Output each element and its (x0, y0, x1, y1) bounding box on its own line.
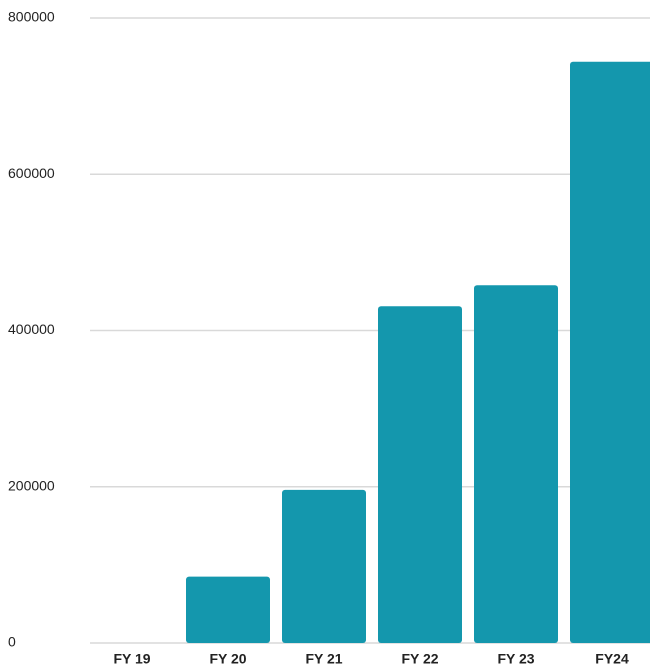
x-tick-label: FY24 (595, 651, 629, 667)
bar (570, 61, 650, 643)
x-tick-label: FY 20 (209, 651, 246, 667)
y-tick-label: 200000 (8, 477, 55, 493)
y-tick-label: 600000 (8, 165, 55, 181)
x-tick-label: FY 21 (305, 651, 342, 667)
bar (186, 576, 270, 643)
x-tick-label: FY 22 (401, 651, 438, 667)
y-tick-label: 400000 (8, 321, 55, 337)
y-tick-label: 0 (8, 634, 16, 650)
bar (282, 489, 366, 643)
bar (474, 285, 558, 643)
x-tick-label: FY 19 (113, 651, 150, 667)
y-tick-label: 800000 (8, 9, 55, 25)
x-tick-label: FY 23 (497, 651, 534, 667)
bar (378, 306, 462, 643)
